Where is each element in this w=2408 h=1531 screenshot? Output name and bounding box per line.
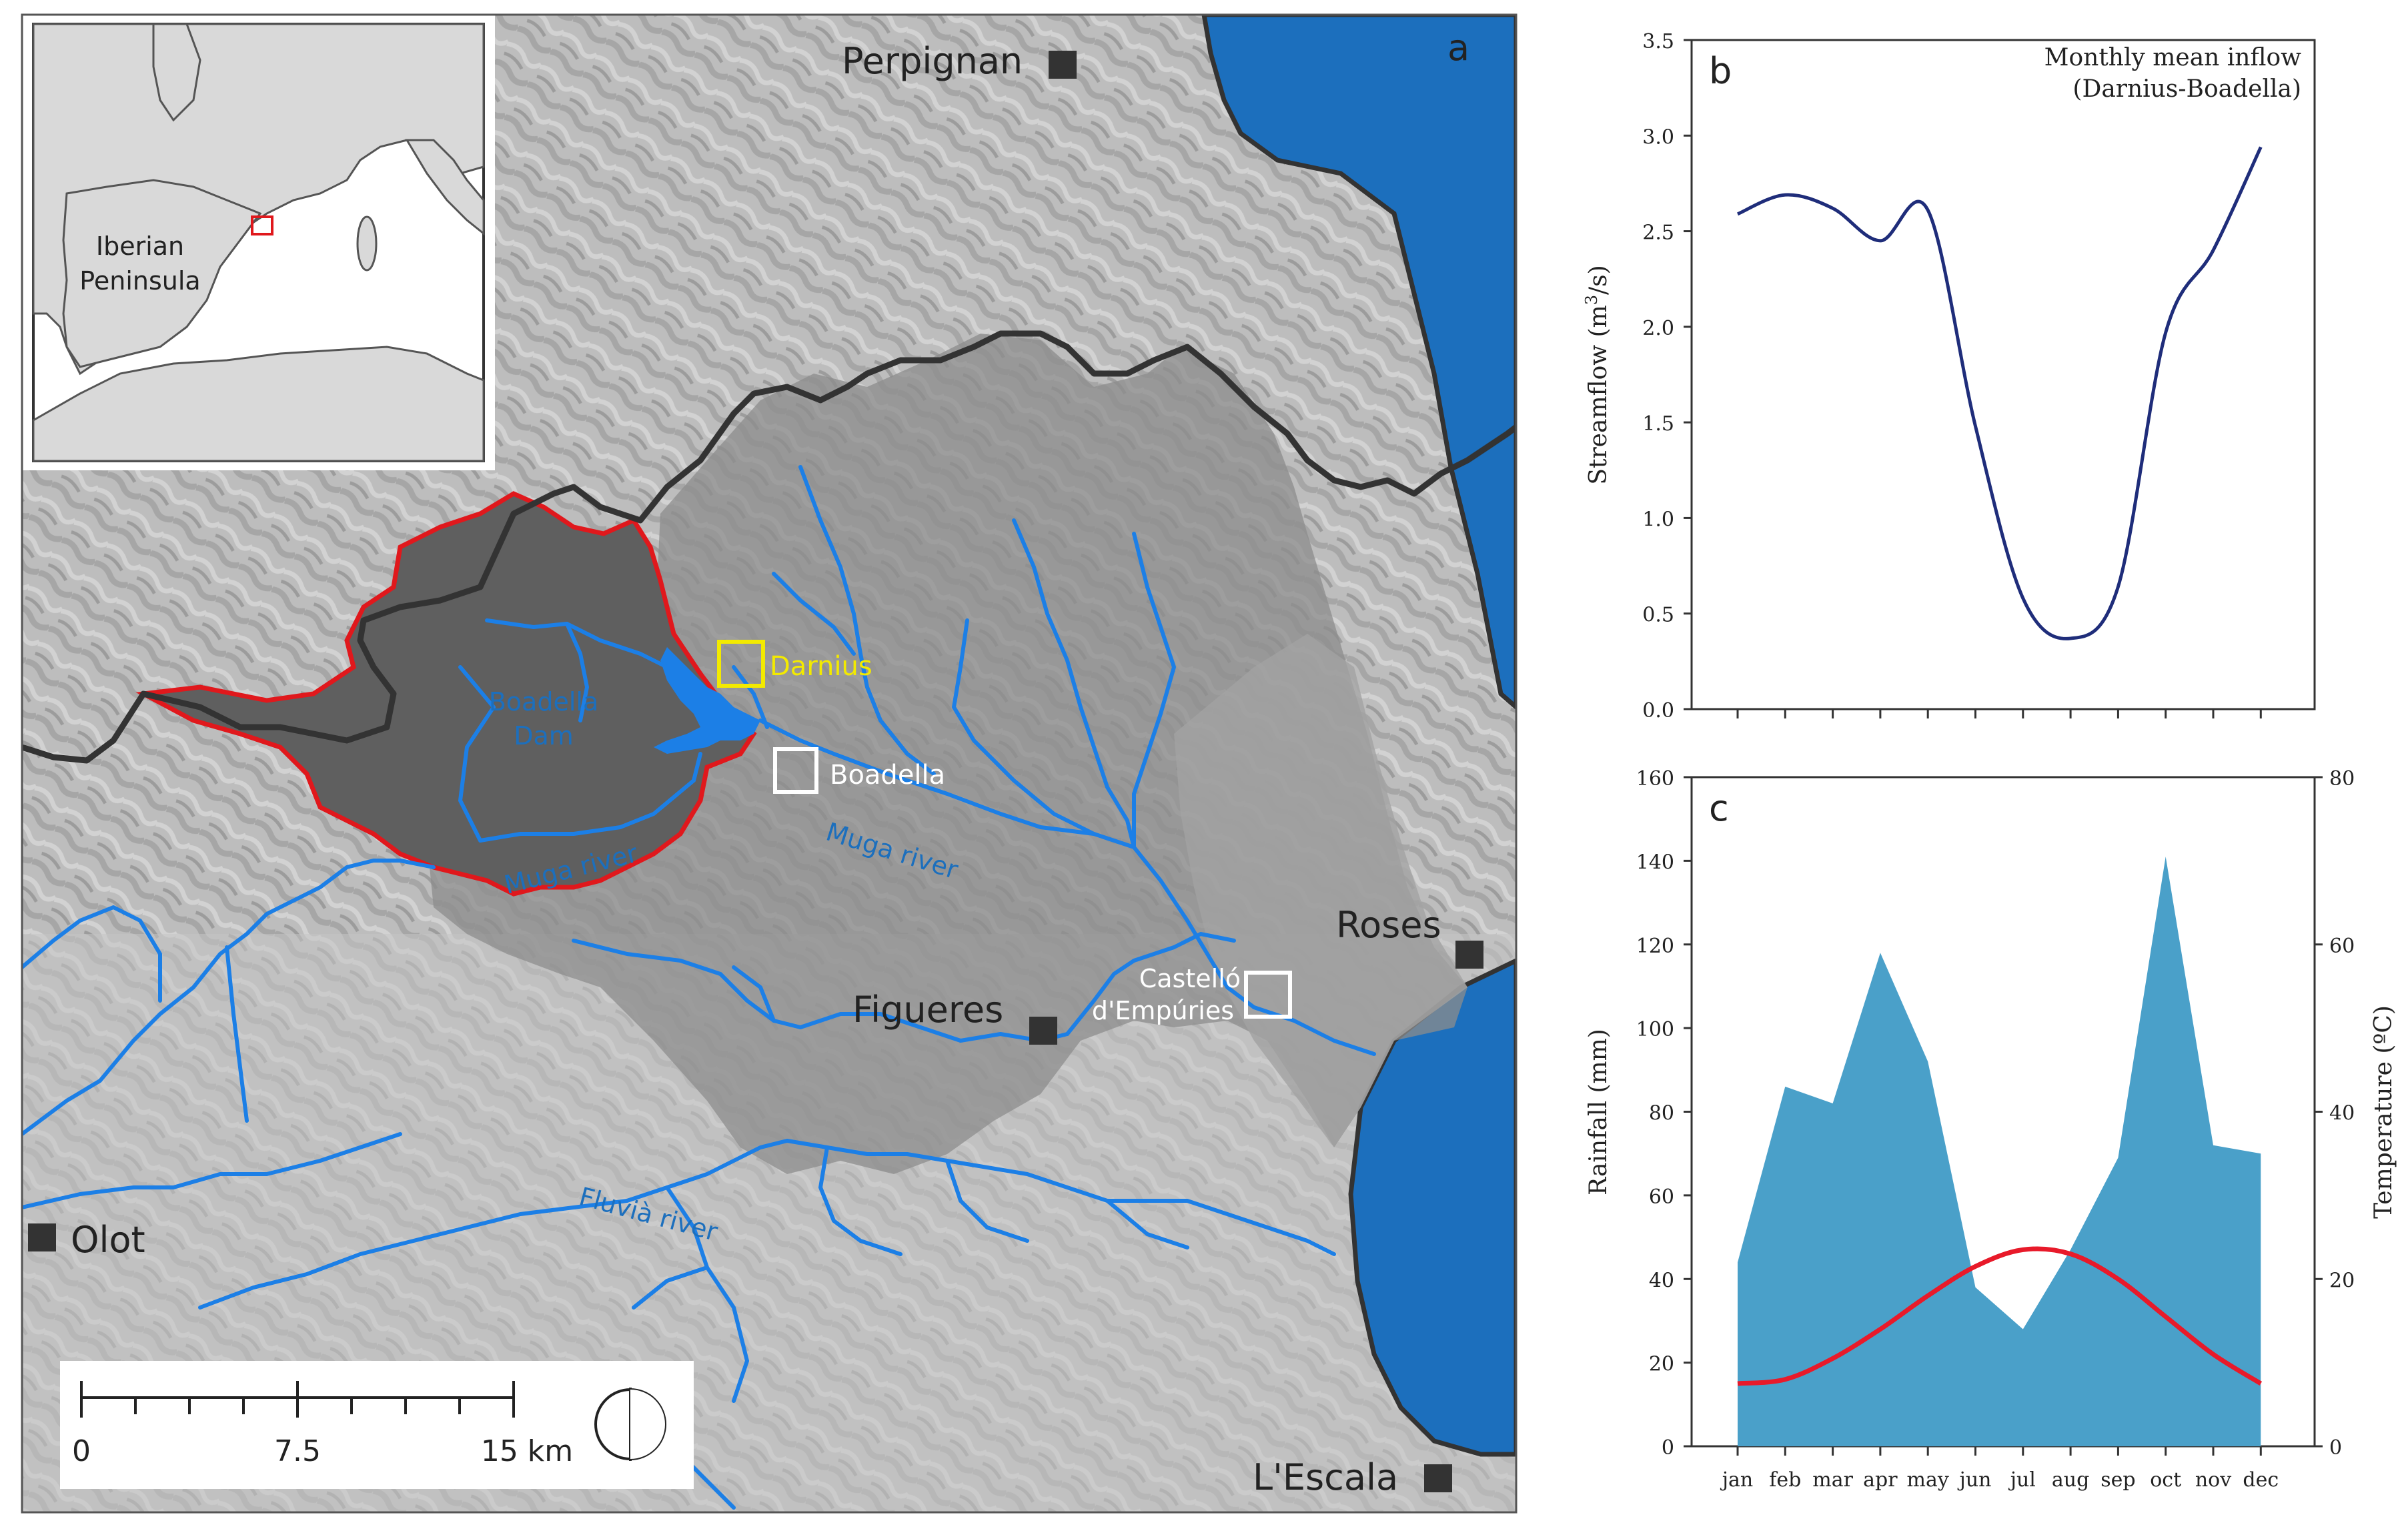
y-tick-label: 120 [1636,935,1674,958]
map-panel: Perpignan Figueres Roses Olot L'Escala D… [22,15,1516,1512]
y-tick-label: 2.0 [1642,317,1674,340]
scalebar-label-0: 0 [72,1434,91,1468]
sea-north [1201,15,1516,710]
streamflow-plot-frame [1690,39,2316,710]
streamflow-x-ticks [1736,709,2262,718]
month-tick-label: may [1907,1468,1949,1492]
castello-site-box [1244,971,1292,1019]
temperature-y-ticks: 0 20 40 60 80 [2315,767,2355,1460]
darnius-site-box [717,640,765,688]
river-network [22,465,1376,1510]
y-tick-label: 3.0 [1642,125,1674,149]
streamflow-title-line2: (Darnius-Boadella) [2072,75,2301,103]
inset-label-line1: Iberian [96,231,184,261]
month-tick-label: mar [1812,1468,1853,1492]
panel-letter-b: b [1709,50,1732,92]
panel-letter-c: c [1709,787,1729,829]
scalebar-label-7_5: 7.5 [274,1434,321,1468]
month-tick-label: jun [1958,1468,1992,1492]
perpignan-marker [1049,51,1077,79]
inset-iberia [62,179,262,368]
y-tick-label: 60 [1649,1185,1674,1209]
y-tick-label: 20 [1649,1353,1674,1376]
figueres-marker [1029,1017,1057,1045]
dam-label-line1: Boadella [489,687,599,716]
france-spain-border [22,330,1516,764]
roses-marker [1455,941,1483,969]
inset-map: Iberian Peninsula [22,15,495,470]
month-tick-label: apr [1863,1468,1898,1492]
y-tick-label: 2.5 [1642,221,1674,245]
roses-label: Roses [1336,904,1441,946]
y-tick-label: 0 [1662,1436,1674,1460]
boadella-reservoir [654,647,760,754]
streamflow-series-line [1736,146,2263,640]
scalebar: 0 7.5 15 km [60,1361,694,1489]
y-tick-label: 40 [1649,1269,1674,1292]
streamflow-y-axis-label: Streamflow (m3/s) [1582,265,1612,484]
inset-corsica [356,215,378,272]
north-arrow-icon [594,1388,666,1461]
rainfall-y-axis-label: Rainfall (mm) [1585,1029,1612,1195]
inset-italy [405,139,485,236]
panel-letter-a: a [1447,27,1469,69]
y2-tick-label: 20 [2329,1269,2355,1292]
boadella-label: Boadella [830,760,945,791]
y2-tick-label: 0 [2329,1436,2342,1460]
streamflow-title-line1: Monthly mean inflow [2044,44,2302,71]
month-tick-label: dec [2243,1468,2279,1492]
y-tick-label: 0.0 [1642,699,1674,722]
castello-label-line2: d'Empúries [1092,996,1234,1025]
streamflow-chart: b Monthly mean inflow (Darnius-Boadella)… [1582,30,2316,722]
month-x-ticks: jan feb mar apr may jun jul aug sep oct nov dec [1720,1446,2279,1492]
y-tick-label: 3.5 [1642,30,1674,53]
y-tick-label: 0.5 [1642,604,1674,627]
rainfall-area [1738,857,2261,1446]
y2-tick-label: 60 [2329,935,2355,958]
month-tick-label: aug [2052,1468,2089,1492]
inset-africa [32,346,485,462]
darnius-label: Darnius [770,651,872,682]
y-tick-label: 80 [1649,1102,1674,1125]
month-tick-label: sep [2100,1468,2135,1492]
month-tick-label: feb [1769,1468,1801,1492]
y-tick-label: 1.5 [1642,412,1674,436]
castello-label-line1: Castelló [1139,964,1241,993]
month-tick-label: oct [2150,1468,2181,1492]
lescala-label: L'Escala [1253,1456,1398,1498]
y2-tick-label: 80 [2329,767,2355,791]
temperature-y-axis-label: Temperature (ºC) [2370,1005,2397,1219]
y-tick-label: 1.0 [1642,508,1674,531]
y-tick-label: 160 [1636,767,1674,791]
month-tick-label: jul [2008,1468,2036,1492]
streamflow-y-ticks: 0.0 0.5 1.0 1.5 2.0 2.5 3.0 3.5 [1642,30,1692,722]
rainfall-y-ticks: 0 20 40 60 80 100 120 140 160 [1636,767,1692,1460]
lescala-marker [1424,1464,1452,1492]
month-tick-label: nov [2195,1468,2231,1492]
temperature-line [1737,1246,2263,1386]
scalebar-label-15km: 15 km [481,1434,573,1468]
perpignan-label: Perpignan [842,40,1023,82]
map-frame [21,13,1518,1514]
y2-tick-label: 40 [2329,1102,2355,1125]
boadella-site-box [773,747,818,794]
dam-label-line2: Dam [514,721,574,750]
inset-study-area-box [251,215,273,235]
inset-britain [152,23,201,122]
olot-label: Olot [71,1219,145,1261]
figueres-label: Figueres [852,989,1003,1031]
month-tick-label: jan [1720,1468,1754,1492]
y-tick-label: 100 [1636,1018,1674,1041]
lower-plain [1174,634,1467,1147]
inset-label-line2: Peninsula [79,266,200,296]
y-tick-label: 140 [1636,851,1674,874]
olot-marker [28,1223,56,1251]
